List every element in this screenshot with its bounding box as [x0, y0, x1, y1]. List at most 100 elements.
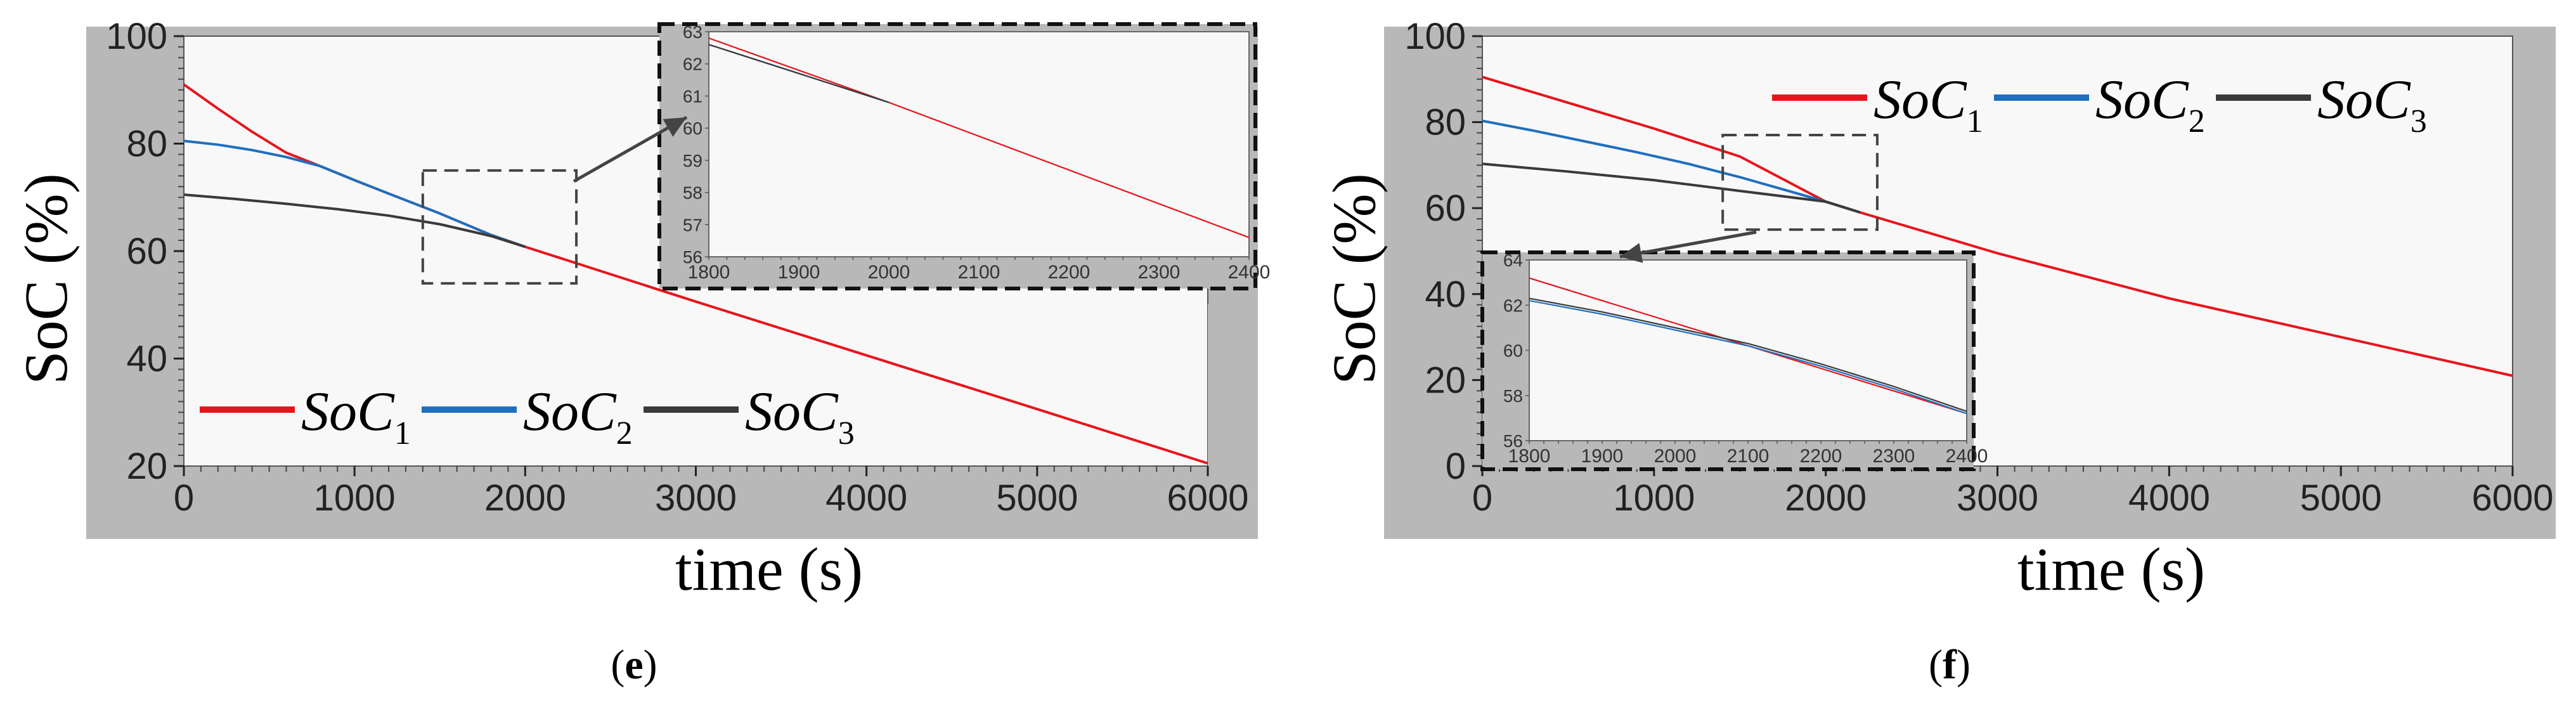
inset-y-tick-label: 59: [683, 151, 702, 171]
inset-plot-area: [1529, 259, 1967, 441]
x-tick-label: 1000: [1613, 477, 1695, 519]
x-tick-label: 1000: [314, 477, 396, 519]
x-tick-label: 6000: [1167, 477, 1248, 519]
x-tick-label: 4000: [2128, 477, 2210, 519]
legend-label-subscript: 2: [616, 415, 633, 451]
legend-label-base: SoC: [2095, 69, 2189, 131]
panel-label-paren: (: [611, 642, 625, 688]
legend-label-subscript: 3: [838, 415, 855, 451]
inset-series-line-soc3: [708, 44, 890, 103]
panel-label-paren: (: [1929, 642, 1943, 688]
y-tick-label: 40: [126, 339, 167, 380]
inset-x-tick-label: 2000: [1654, 446, 1697, 467]
panel-label-letter: f: [1943, 642, 1957, 688]
legend-label-soc2: SoC2: [2095, 69, 2205, 139]
x-tick-label: 6000: [2471, 477, 2553, 519]
inset-dashed-border: [657, 22, 1257, 290]
inset-x-tick-label: 1800: [688, 262, 730, 283]
inset-y-tick-label: 63: [683, 22, 702, 42]
x-tick-label: 4000: [825, 477, 907, 519]
y-tick-label: 20: [126, 446, 167, 487]
inset-x-tick-label: 2400: [1946, 446, 1988, 467]
inset-y-tick-label: 56: [683, 247, 702, 267]
inset-x-tick-label: 1900: [778, 262, 820, 283]
legend-label-soc2: SoC2: [523, 381, 633, 451]
inset-y-tick-label: 60: [683, 119, 702, 138]
y-axis-label: SoC (%): [12, 173, 80, 384]
x-axis-label: time (s): [675, 535, 863, 603]
series-line-soc2: [183, 139, 526, 249]
legend-label-base: SoC: [2317, 69, 2411, 131]
inset-y-tick-label: 60: [1503, 341, 1523, 361]
inset-x-tick-label: 2100: [1727, 446, 1770, 467]
x-tick-label: 0: [174, 477, 194, 519]
y-tick-label: 60: [1425, 188, 1466, 229]
inset-x-tick-label: 2400: [1228, 262, 1271, 283]
panel-label-paren: ): [644, 642, 657, 688]
zoom-arrow: [1619, 230, 1757, 259]
zoom-box: [1721, 133, 1879, 231]
inset-series-line-soc2: [1529, 300, 1967, 415]
legend-label-soc3: SoC3: [745, 381, 855, 451]
inset-x-tick-label: 2200: [1048, 262, 1091, 283]
inset-y-tick-label: 64: [1503, 250, 1523, 270]
inset-x-tick-label: 2300: [1873, 446, 1915, 467]
inset-x-tick-label: 1800: [1508, 446, 1551, 467]
inset-x-tick-label: 2200: [1800, 446, 1842, 467]
inset-dashed-border: [1480, 250, 1976, 471]
y-tick-label: 100: [1404, 16, 1466, 57]
legend-label-subscript: 1: [394, 415, 411, 451]
legend-label-subscript: 1: [1967, 103, 1983, 139]
inset-plot-area: [708, 31, 1250, 257]
inset-y-tick-label: 56: [1503, 431, 1523, 451]
inset-y-tick-label: 61: [683, 86, 702, 106]
inset-y-tick-label: 62: [683, 55, 702, 74]
y-tick-label: 0: [1446, 446, 1466, 487]
x-tick-label: 2000: [1785, 477, 1867, 519]
y-tick-label: 80: [1425, 102, 1466, 143]
inset-y-tick-label: 58: [1503, 386, 1523, 406]
x-tick-label: 5000: [996, 477, 1078, 519]
legend-label-subscript: 2: [2189, 103, 2205, 139]
zoom-arrow: [573, 115, 688, 183]
x-tick-label: 3000: [655, 477, 737, 519]
legend-label-base: SoC: [301, 381, 395, 443]
legend-label-base: SoC: [1874, 69, 1967, 131]
x-tick-label: 0: [1472, 477, 1492, 519]
inset-y-tick-label: 58: [683, 183, 702, 203]
legend-label-subscript: 3: [2411, 103, 2427, 139]
inset-x-tick-label: 2300: [1138, 262, 1181, 283]
panel-label-letter: e: [625, 642, 643, 688]
legend-label-base: SoC: [523, 381, 617, 443]
legend-label-soc3: SoC3: [2317, 69, 2427, 139]
inset-y-tick-label: 57: [683, 215, 702, 235]
x-tick-label: 5000: [2300, 477, 2382, 519]
legend-label-base: SoC: [745, 381, 839, 443]
legend-label-soc1: SoC1: [1874, 69, 1983, 139]
y-tick-label: 40: [1425, 274, 1466, 315]
x-tick-label: 2000: [484, 477, 566, 519]
chart-panel-f: 0 1000 2000 3000 4000 5000 6000 0 20 40 60 80 100 180…: [1320, 16, 2556, 688]
y-tick-label: 100: [106, 16, 167, 57]
plot-edge-strip: [1208, 304, 1257, 466]
x-tick-label: 3000: [1957, 477, 2038, 519]
panel-label: (e): [611, 642, 657, 688]
zoom-arrow-head: [663, 117, 687, 137]
zoom-box: [421, 169, 578, 285]
zoom-arrow-head: [1620, 243, 1643, 263]
y-tick-label: 20: [1425, 360, 1466, 401]
y-tick-label: 80: [126, 124, 167, 165]
series-line-soc3: [1482, 162, 1861, 214]
panel-label: (f): [1929, 642, 1971, 688]
inset-x-tick-label: 2000: [868, 262, 910, 283]
inset-x-tick-label: 1900: [1581, 446, 1624, 467]
panel-label-paren: ): [1957, 642, 1971, 688]
legend-label-soc1: SoC1: [301, 381, 411, 451]
series-line-soc3: [183, 193, 526, 249]
y-tick-label: 60: [126, 231, 167, 272]
inset-x-tick-label: 2100: [958, 262, 1000, 283]
chart-panel-e: 0 1000 2000 3000 4000 5000 6000 20 40 60 80 100 1800…: [12, 16, 1270, 688]
series-line-soc2: [1482, 119, 1861, 214]
y-axis-label: SoC (%): [1320, 173, 1388, 384]
